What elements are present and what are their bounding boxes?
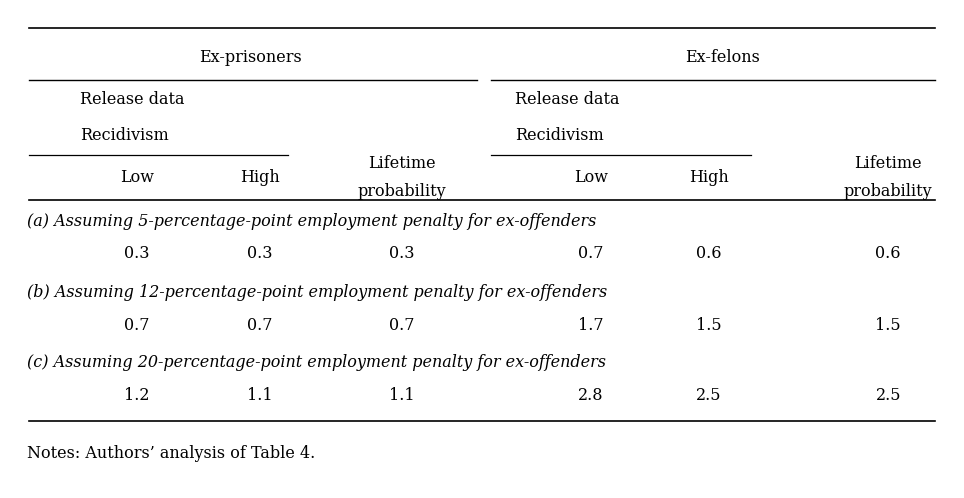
Text: 0.6: 0.6 [696,245,721,262]
Text: (b) Assuming 12-percentage-point employment penalty for ex-offenders: (b) Assuming 12-percentage-point employm… [27,284,607,301]
Text: 0.6: 0.6 [875,245,901,262]
Text: Notes: Authors’ analysis of Table 4.: Notes: Authors’ analysis of Table 4. [27,446,315,463]
Text: Ex-prisoners: Ex-prisoners [200,48,302,66]
Text: 1.5: 1.5 [696,317,721,334]
Text: High: High [240,169,280,186]
Text: 2.5: 2.5 [696,387,721,404]
Text: probability: probability [844,183,932,200]
Text: Low: Low [120,169,154,186]
Text: 1.5: 1.5 [875,317,901,334]
Text: 0.7: 0.7 [388,317,415,334]
Text: 2.5: 2.5 [875,387,901,404]
Text: Lifetime: Lifetime [854,154,922,172]
Text: (c) Assuming 20-percentage-point employment penalty for ex-offenders: (c) Assuming 20-percentage-point employm… [27,355,605,372]
Text: Low: Low [574,169,607,186]
Text: 1.1: 1.1 [388,387,415,404]
Text: 0.3: 0.3 [388,245,415,262]
Text: probability: probability [358,183,446,200]
Text: 0.7: 0.7 [124,317,150,334]
Text: 1.2: 1.2 [124,387,150,404]
Text: High: High [689,169,729,186]
Text: Ex-felons: Ex-felons [685,48,761,66]
Text: 1.1: 1.1 [247,387,273,404]
Text: 0.7: 0.7 [577,245,603,262]
Text: 1.7: 1.7 [577,317,603,334]
Text: Recidivism: Recidivism [515,126,603,143]
Text: 2.8: 2.8 [577,387,603,404]
Text: Lifetime: Lifetime [368,154,436,172]
Text: Release data: Release data [81,91,185,108]
Text: Recidivism: Recidivism [81,126,170,143]
Text: 0.3: 0.3 [247,245,273,262]
Text: (a) Assuming 5-percentage-point employment penalty for ex-offenders: (a) Assuming 5-percentage-point employme… [27,213,596,230]
Text: 0.3: 0.3 [124,245,150,262]
Text: 0.7: 0.7 [247,317,273,334]
Text: Release data: Release data [515,91,620,108]
